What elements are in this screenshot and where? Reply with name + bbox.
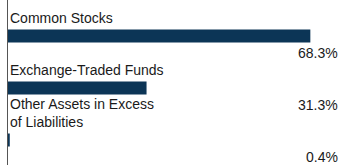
svg-text:0.4%: 0.4%: [306, 149, 338, 165]
svg-text:Other Assets in Excessof Liabi: Other Assets in Excessof Liabilities: [10, 96, 154, 130]
svg-text:31.3%: 31.3%: [298, 97, 338, 113]
svg-text:Common Stocks: Common Stocks: [10, 10, 113, 26]
svg-text:Exchange-Traded Funds: Exchange-Traded Funds: [10, 62, 164, 78]
svg-text:68.3%: 68.3%: [298, 45, 338, 61]
